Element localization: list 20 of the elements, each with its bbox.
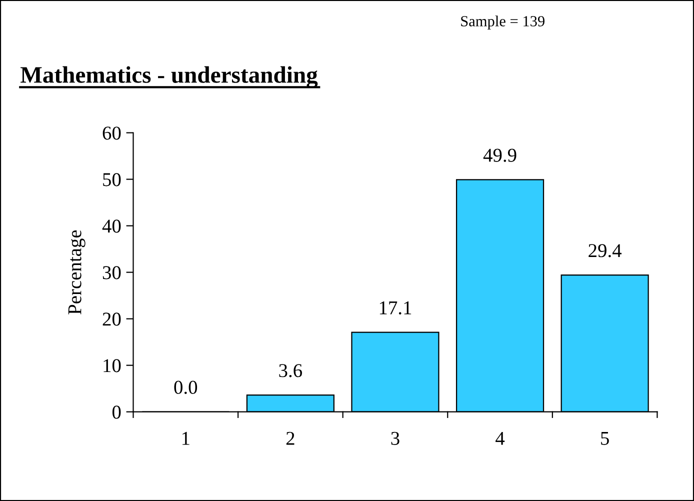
x-tick-label: 4 (496, 432, 505, 445)
x-tick-label: 5 (601, 432, 609, 445)
data-label: 3.6 (279, 364, 302, 378)
y-tick-label: 50 (103, 173, 121, 186)
text: Sample = 139 (461, 16, 544, 30)
y-axis-title: Percentage (68, 230, 86, 314)
data-label: 0.0 (174, 380, 198, 394)
y-tick-label: 20 (102, 312, 121, 326)
data-label: 29.4 (588, 244, 622, 258)
x-tick-label: 1 (182, 432, 190, 445)
chart-title: Mathematics - understanding (20, 66, 318, 88)
data-label: 17.1 (380, 301, 412, 314)
x-tick-label: 3 (391, 432, 400, 445)
y-tick-label: 0 (112, 406, 121, 419)
y-tick-label: 10 (104, 359, 121, 372)
y-tick-label: 30 (102, 266, 121, 280)
y-tick-label: 40 (102, 220, 121, 233)
y-tick-label: 60 (102, 126, 121, 140)
data-label: 49.9 (483, 148, 516, 162)
x-tick-label: 2 (286, 432, 294, 445)
